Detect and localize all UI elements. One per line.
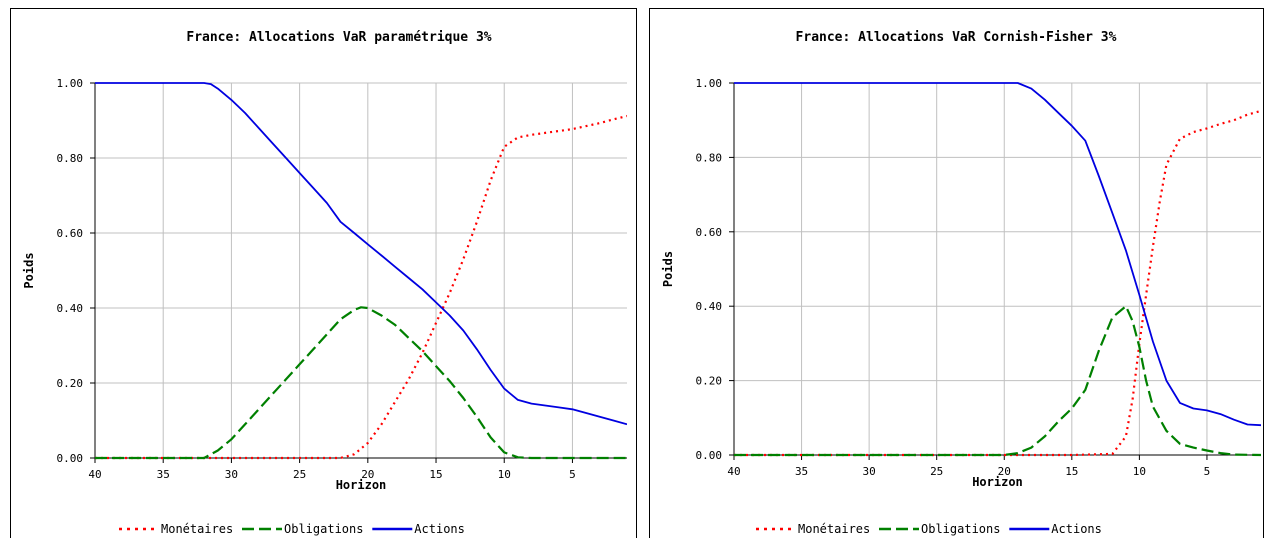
x-tick-label: 35 [157,468,170,481]
x-tick-label: 40 [727,465,740,478]
y-tick-label: 0.80 [57,152,84,165]
x-tick-label: 15 [1065,465,1078,478]
x-tick-label: 40 [88,468,101,481]
chart-title: France: Allocations VaR paramétrique 3% [186,30,491,45]
chart-panel-parametric: France: Allocations VaR paramétrique 3% 0… [10,8,637,538]
y-tick-label: 0.40 [57,302,84,315]
x-tick-label: 5 [1204,465,1211,478]
x-axis-label: Horizon [336,478,387,492]
y-tick-label: 0.40 [696,300,723,313]
legend-label: Actions [1051,522,1102,536]
x-tick-label: 10 [498,468,511,481]
x-tick-label: 25 [293,468,306,481]
x-tick-label: 5 [569,468,576,481]
legend-label: Obligations [284,522,363,536]
x-tick-label: 10 [1133,465,1146,478]
chart-svg-cornish-fisher: France: Allocations VaR Cornish-Fisher 3… [661,30,1261,536]
legend-label: Obligations [921,522,1000,536]
series-line-montaires [95,114,627,460]
legend-label: Monétaires [798,522,870,536]
y-axis-label: Poids [661,251,675,287]
y-axis-label: Poids [22,252,36,288]
y-tick-label: 0.20 [57,377,84,390]
series-line-actions [734,82,1261,427]
y-tick-label: 1.00 [57,77,84,90]
y-tick-label: 0.80 [696,151,723,164]
x-tick-label: 15 [429,468,442,481]
legend-label: Monétaires [161,522,233,536]
chart-title: France: Allocations VaR Cornish-Fisher 3… [796,30,1117,45]
x-tick-label: 30 [225,468,238,481]
x-tick-label: 20 [361,468,374,481]
x-tick-label: 35 [795,465,808,478]
y-tick-label: 0.60 [57,227,84,240]
y-tick-label: 1.00 [696,77,723,90]
y-tick-label: 0.00 [57,452,84,465]
chart-svg-parametric: France: Allocations VaR paramétrique 3% 0… [22,30,627,536]
y-tick-label: 0.00 [696,449,723,462]
y-tick-label: 0.60 [696,226,723,239]
series-line-obligations [734,305,1261,457]
legend-label: Actions [414,522,465,536]
y-tick-label: 0.20 [696,375,723,388]
x-axis-label: Horizon [972,475,1023,489]
series-line-obligations [95,306,627,460]
x-tick-label: 25 [930,465,943,478]
x-tick-label: 20 [998,465,1011,478]
chart-panel-cornish-fisher: France: Allocations VaR Cornish-Fisher 3… [649,8,1264,538]
x-tick-label: 30 [863,465,876,478]
series-line-actions [95,82,627,426]
